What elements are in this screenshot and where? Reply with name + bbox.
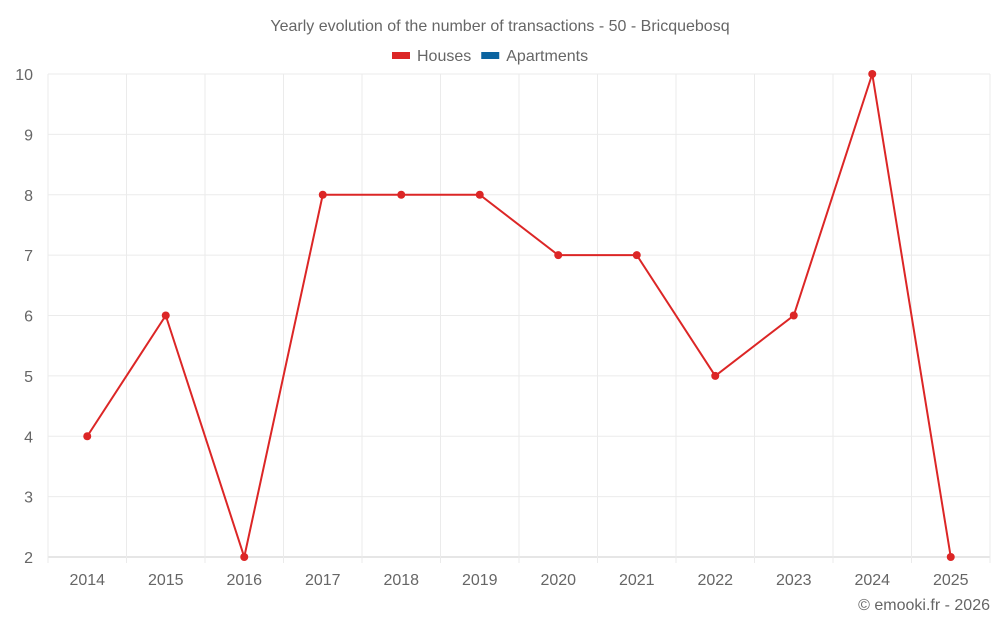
chart-title: Yearly evolution of the number of transa… <box>270 18 729 35</box>
y-tick-label: 5 <box>24 369 33 386</box>
legend-label-apartments: Apartments <box>506 48 588 65</box>
x-tick-label: 2022 <box>697 572 733 589</box>
data-point <box>397 190 406 199</box>
y-tick-label: 10 <box>15 67 33 84</box>
data-point <box>946 553 955 561</box>
x-tick-label: 2025 <box>933 572 969 589</box>
legend: Houses Apartments <box>392 48 588 65</box>
y-tick-label: 3 <box>24 490 33 507</box>
x-tick-label: 2016 <box>226 572 262 589</box>
y-tick-label: 6 <box>24 309 33 326</box>
data-point <box>83 432 92 441</box>
x-tick-label: 2023 <box>776 572 812 589</box>
x-tick-label: 2015 <box>148 572 184 589</box>
y-axis: 2 3 4 5 6 7 8 9 10 <box>15 67 33 567</box>
y-tick-label: 9 <box>24 127 33 144</box>
data-point <box>711 371 720 380</box>
data-point <box>475 190 484 199</box>
x-axis: 2014 2015 2016 2017 2018 2019 2020 2021 2022 2023… <box>69 572 968 589</box>
data-point <box>240 553 249 561</box>
legend-label-houses: Houses <box>417 48 471 65</box>
data-point <box>161 311 170 320</box>
legend-swatch-apartments <box>481 52 500 59</box>
y-tick-label: 7 <box>24 248 33 265</box>
x-tick-label: 2019 <box>462 572 498 589</box>
x-tick-label: 2014 <box>69 572 105 589</box>
legend-swatch-houses <box>392 52 410 59</box>
data-point <box>789 311 798 320</box>
y-tick-label: 2 <box>24 550 33 567</box>
data-point <box>632 251 641 260</box>
y-tick-label: 4 <box>24 429 33 446</box>
credit: © emooki.fr - 2026 <box>858 597 990 614</box>
data-point <box>868 70 877 78</box>
grid <box>47 73 991 563</box>
x-tick-label: 2021 <box>619 572 655 589</box>
x-tick-label: 2024 <box>854 572 890 589</box>
x-tick-label: 2018 <box>383 572 419 589</box>
data-point <box>318 190 327 199</box>
series <box>83 70 955 561</box>
x-tick-label: 2020 <box>540 572 576 589</box>
data-point <box>554 251 563 260</box>
x-tick-label: 2017 <box>305 572 341 589</box>
y-tick-label: 8 <box>24 188 33 205</box>
series-line-houses <box>86 73 952 561</box>
